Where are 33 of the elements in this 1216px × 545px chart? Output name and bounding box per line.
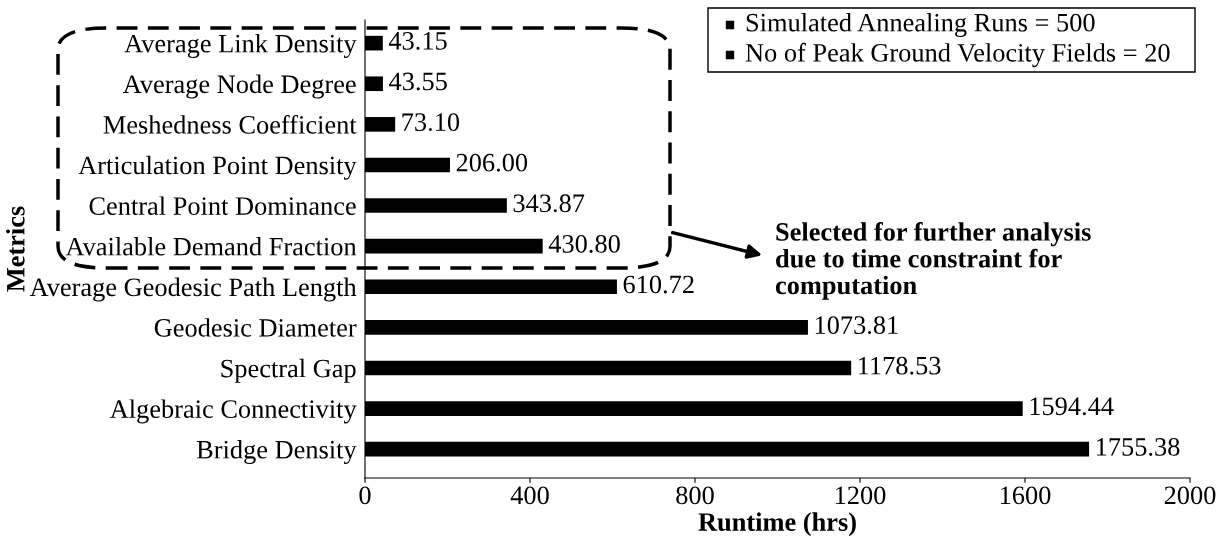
y-tick-label: Available Demand Fraction [65, 237, 357, 256]
data-label: 73.10 [402, 113, 460, 132]
data-label: 1594.44 [1030, 397, 1114, 416]
data-label: 343.87 [513, 194, 585, 213]
y-axis-title: Metrics [6, 206, 25, 292]
y-tick-label: Algebraic Connectivity [109, 399, 357, 424]
data-label: 206.00 [456, 153, 528, 172]
y-tick-label: Meshedness Coefficient [103, 114, 357, 134]
x-tick-label: 400 [510, 486, 549, 505]
data-label: 610.72 [623, 275, 694, 294]
y-tick-label: Central Point Dominance [89, 196, 356, 215]
x-tick-label: 1200 [835, 486, 886, 505]
data-label: 43.15 [388, 32, 447, 50]
data-label: 1178.53 [859, 356, 941, 375]
annotation: Selected for further analysis due to time constraint for computation [775, 222, 1091, 300]
y-tick-label: Average Node Degree [122, 74, 356, 99]
x-axis-title: Runtime (hrs) [698, 512, 856, 537]
x-tick-label: 800 [676, 486, 714, 505]
y-tick-label: Average Geodesic Path Length [29, 277, 357, 302]
y-tick-label: Average Link Density [124, 33, 357, 58]
y-tick-label: Spectral Gap [221, 358, 356, 383]
annotation: No of Peak Ground Velocity Fields = 20 [745, 42, 1170, 68]
x-tick-label: 1600 [1000, 486, 1051, 505]
y-tick-label: Bridge Density [196, 440, 357, 465]
data-label: 430.80 [548, 234, 620, 253]
annotation: Simulated Annealing Runs = 500 [746, 13, 1095, 37]
y-tick-label: Geodesic Diameter [154, 318, 357, 337]
x-tick-label: 0 [359, 486, 371, 505]
y-tick-label: Articulation Point Density [78, 155, 357, 180]
x-tick-label: 2000 [1164, 486, 1216, 505]
data-label: 1755.38 [1096, 437, 1180, 456]
data-label: 1073.81 [815, 316, 898, 335]
data-label: 43.55 [389, 72, 447, 91]
